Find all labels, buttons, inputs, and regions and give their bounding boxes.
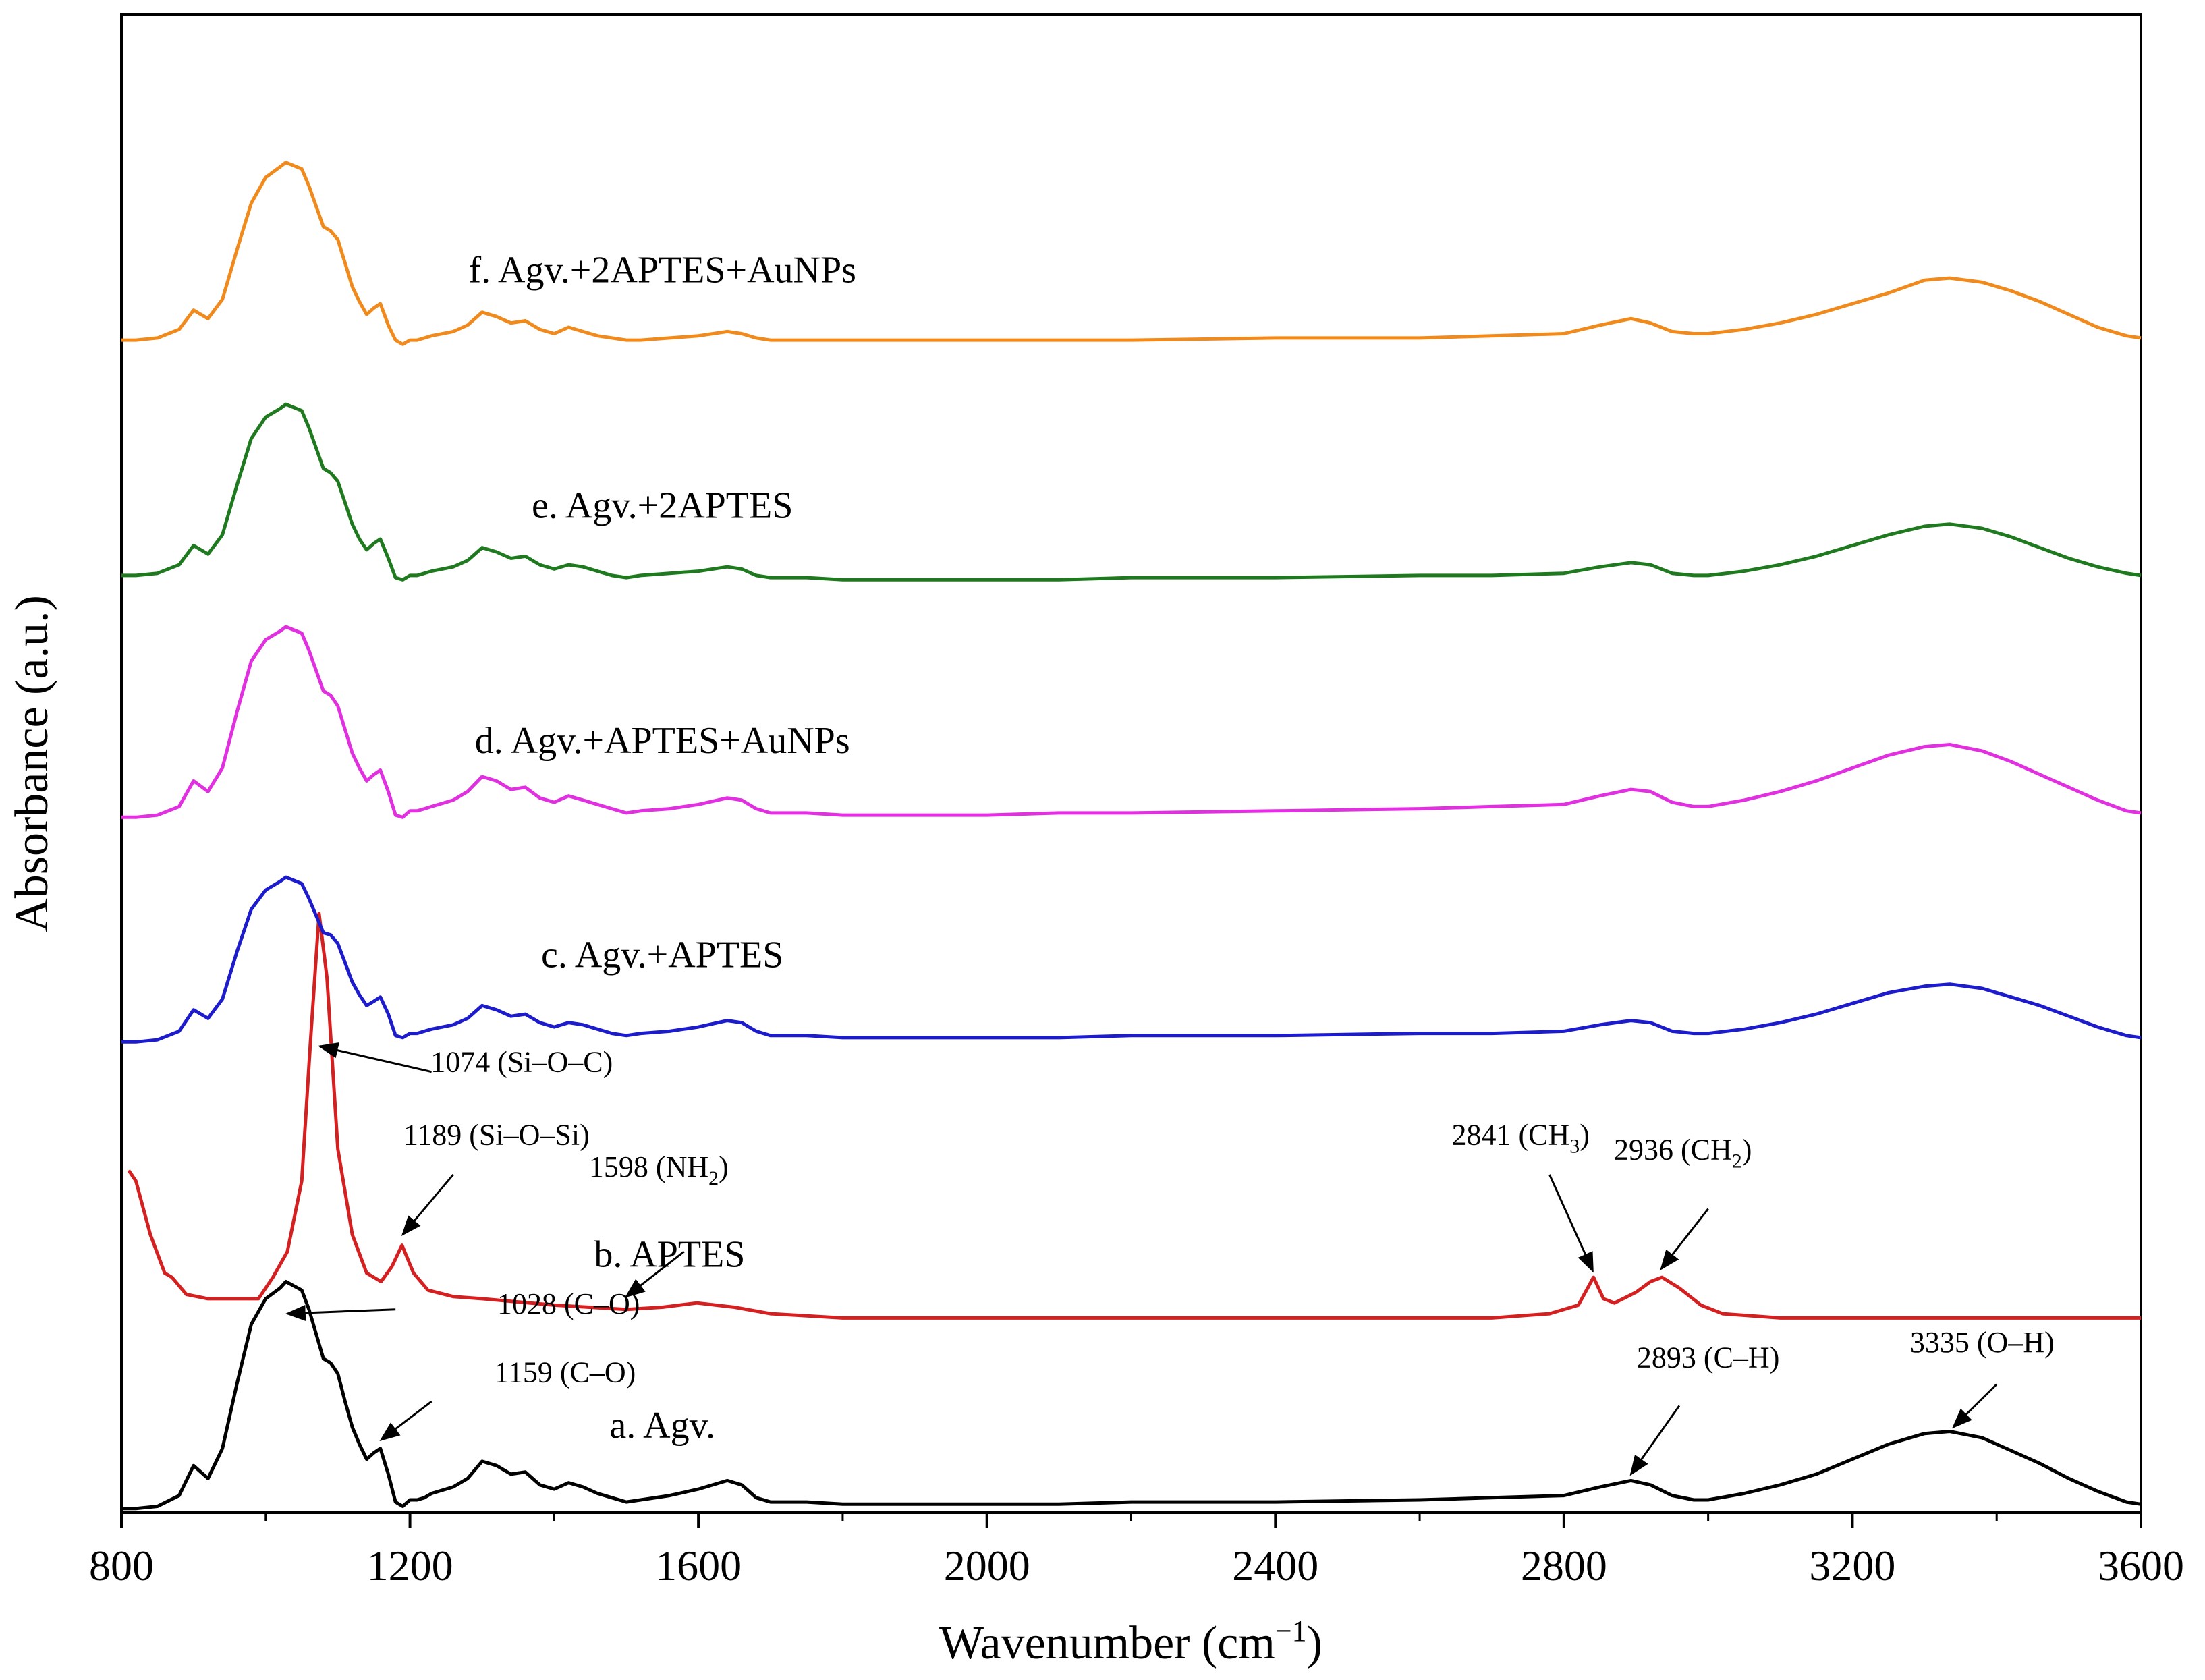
series-label-1: b. APTES [594, 1233, 745, 1275]
series-line-4 [121, 402, 2142, 582]
series-labels: a. Agv. b. APTES c. Agv.+APTES d. Agv.+APTE… [468, 249, 856, 1447]
series-label-4: e. Agv.+2APTES [532, 484, 793, 526]
x-tick-label: 1600 [655, 1542, 742, 1590]
annotation-arrow-0 [285, 1304, 396, 1321]
x-tick-label: 2800 [1521, 1542, 1607, 1590]
annotation-label-3: 1189 (Si–O–Si) [403, 1119, 590, 1152]
annotation-arrow-3 [401, 1173, 454, 1237]
x-axis-title: Wavenumber (cm−1) [939, 1615, 1322, 1669]
annotation-arrow-8 [1951, 1383, 1998, 1429]
annotation-label-5: 2841 (CH3) [1452, 1119, 1590, 1158]
x-tick-label: 2400 [1232, 1542, 1318, 1590]
series-label-5: f. Agv.+2APTES+AuNPs [468, 249, 856, 291]
x-tick-label: 1200 [367, 1542, 453, 1590]
series-label-2: c. Agv.+APTES [541, 934, 783, 976]
annotation-label-1: 1159 (C–O) [494, 1356, 636, 1389]
annotation-label-4: 1598 (NH2) [589, 1150, 729, 1189]
series-line-5 [121, 161, 2142, 346]
x-tick-label: 3200 [1809, 1542, 1895, 1590]
x-tick-label: 2000 [944, 1542, 1030, 1590]
x-axis-ticks: 800 1200 1600 2000 2400 2800 3200 3600 [89, 1513, 2184, 1590]
series-line-2 [121, 875, 2142, 1044]
annotation-arrow-1 [379, 1400, 432, 1441]
annotation-arrow-5 [1548, 1174, 1594, 1273]
annotation-label-8: 3335 (O–H) [1910, 1326, 2055, 1359]
series-label-3: d. Agv.+APTES+AuNPs [475, 720, 850, 762]
series-lines [121, 161, 2142, 1511]
annotation-arrow-4 [624, 1250, 685, 1298]
series-line-1 [127, 912, 2141, 1320]
x-tick-label: 800 [89, 1542, 154, 1590]
series-line-0 [121, 1280, 2142, 1511]
x-tick-label: 3600 [2098, 1542, 2184, 1590]
series-line-3 [121, 625, 2142, 819]
annotation-arrow-7 [1629, 1405, 1681, 1476]
peak-annotations: 1028 (C–O) 1159 (C–O) 1074 (Si–O–C) 1189 (S… [285, 1042, 2055, 1476]
annotation-label-2: 1074 (Si–O–C) [430, 1046, 613, 1079]
y-axis-title: Absorbance (a.u.) [6, 595, 58, 932]
annotation-label-7: 2893 (C–H) [1637, 1341, 1779, 1374]
annotation-arrow-6 [1660, 1208, 1709, 1270]
annotation-label-0: 1028 (C–O) [497, 1287, 640, 1320]
annotation-arrow-2 [318, 1042, 432, 1073]
annotation-label-6: 2936 (CH2) [1614, 1133, 1752, 1173]
series-label-0: a. Agv. [609, 1405, 715, 1447]
